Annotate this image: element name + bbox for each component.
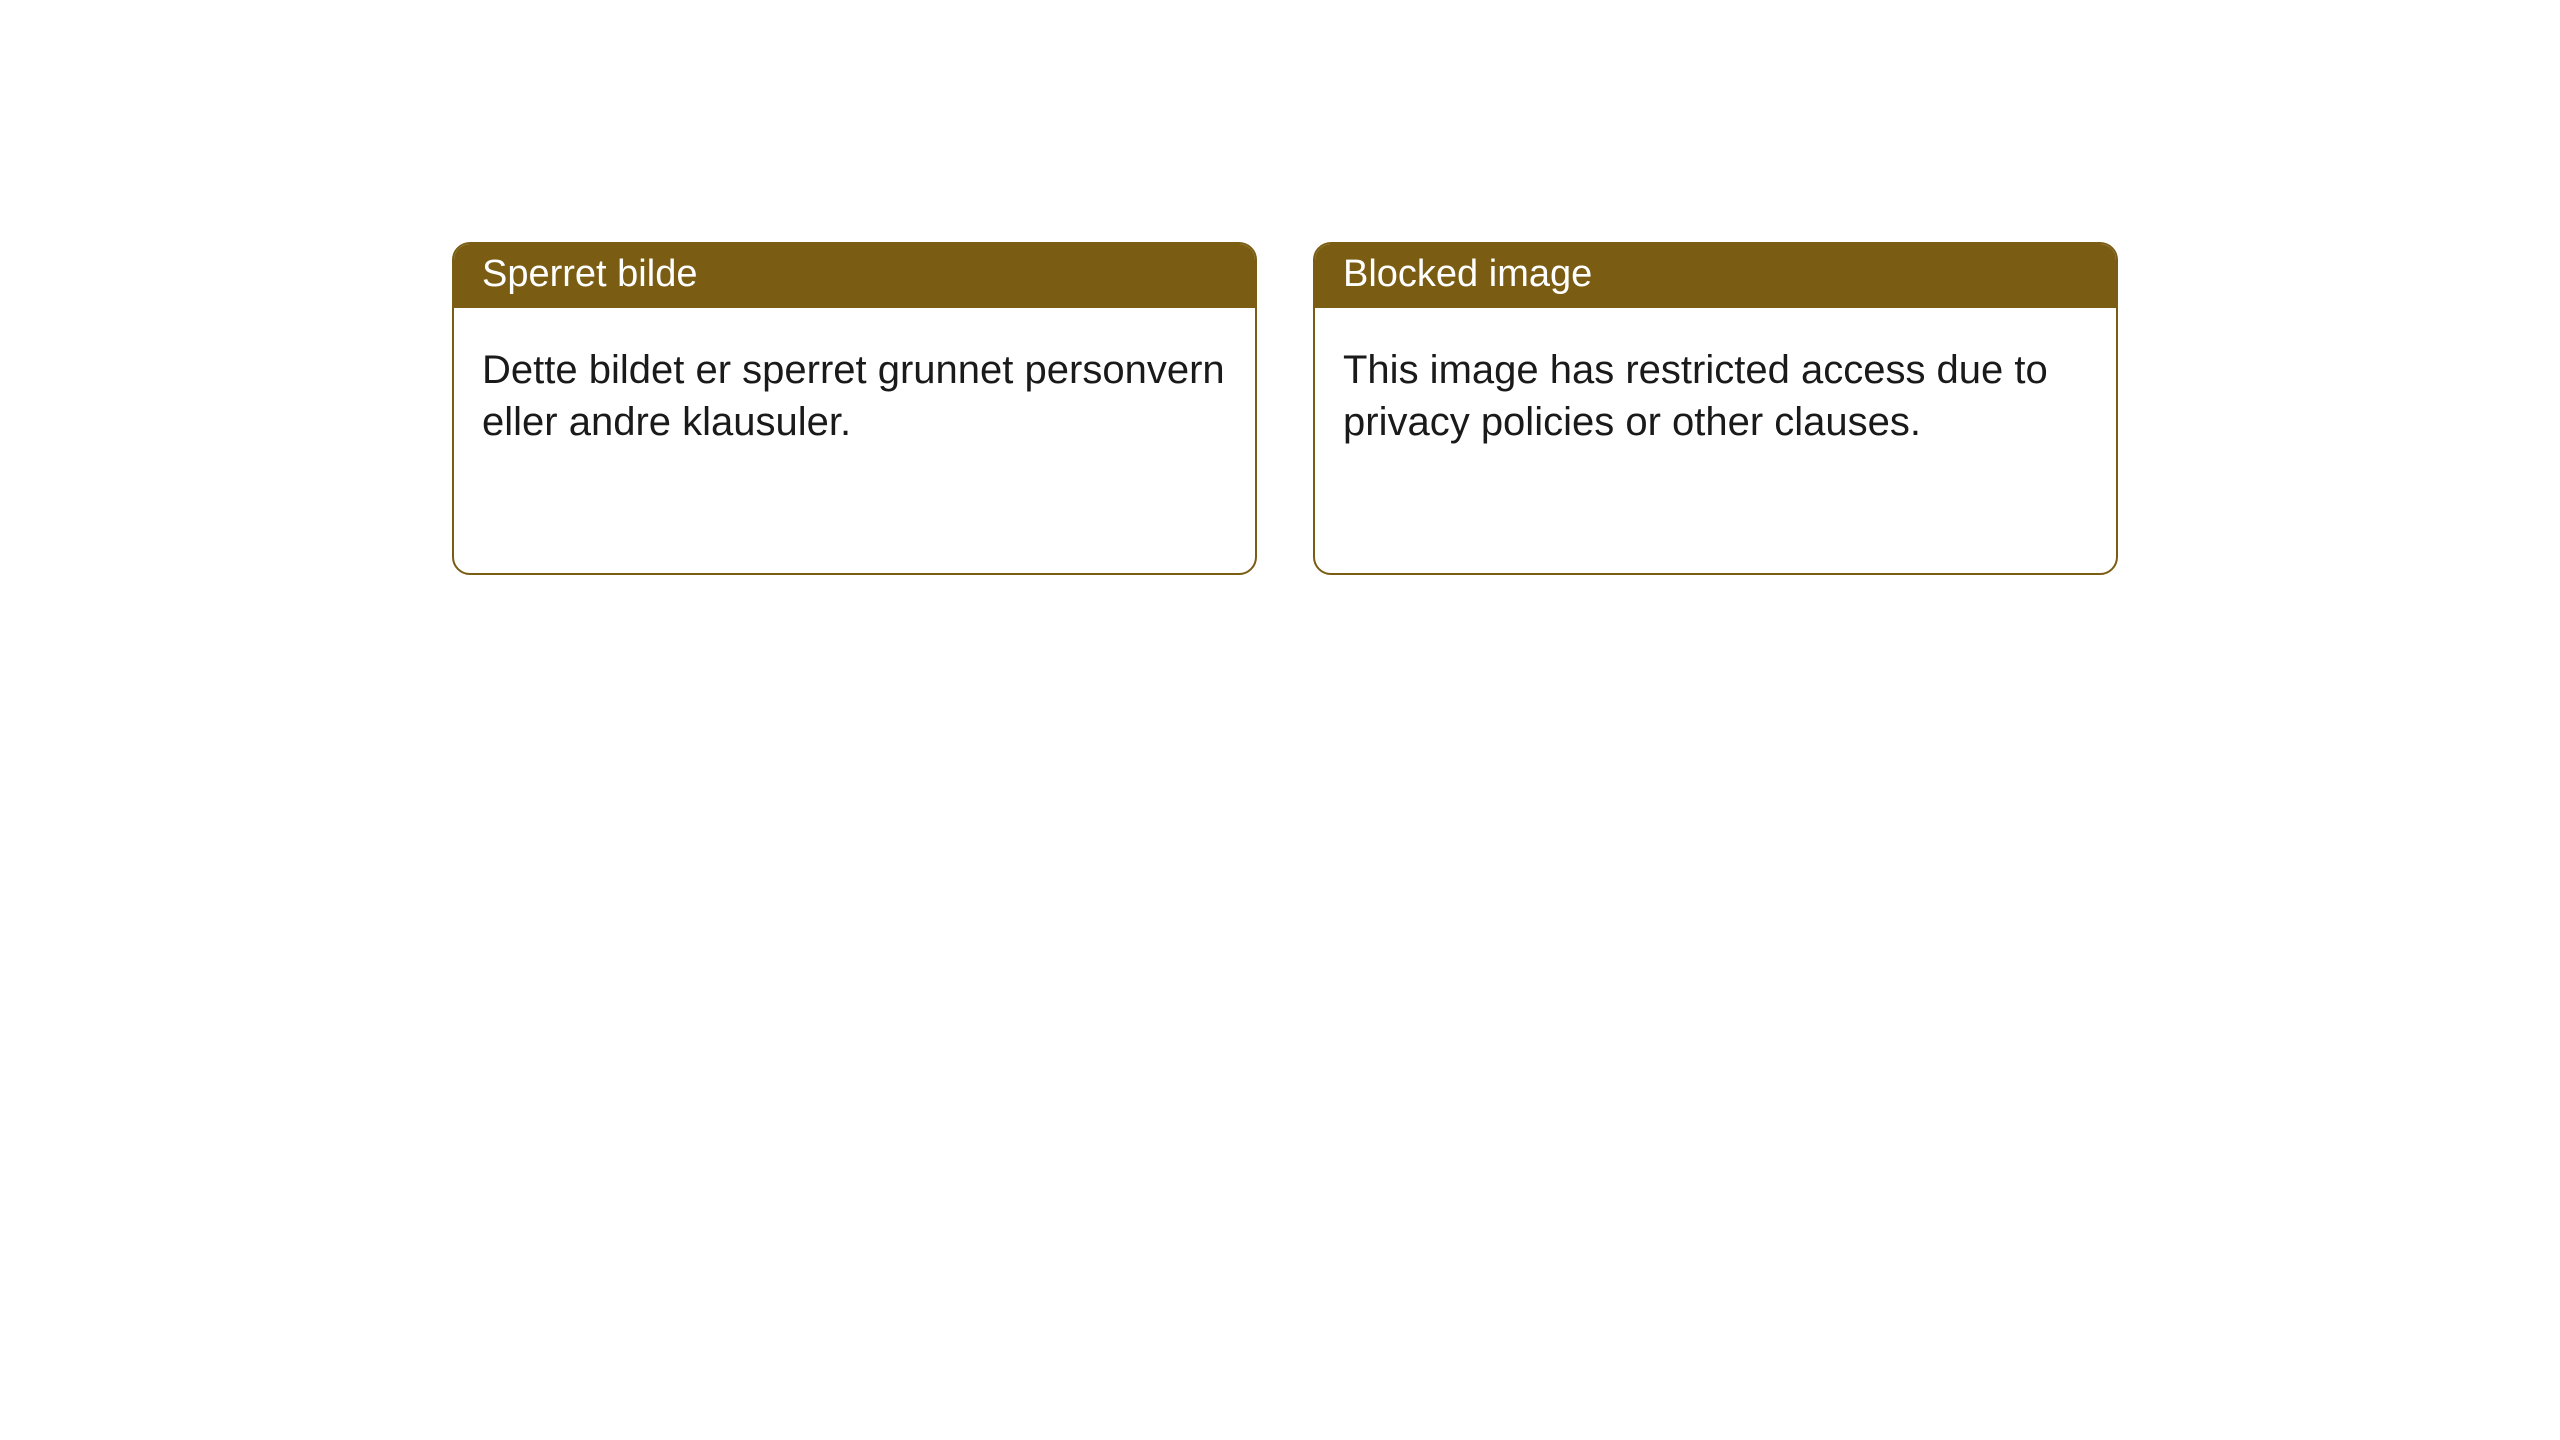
card-header: Blocked image — [1315, 244, 2116, 308]
card-body-text: This image has restricted access due to … — [1343, 348, 2048, 444]
card-body: Dette bildet er sperret grunnet personve… — [454, 308, 1255, 484]
cards-container: Sperret bilde Dette bildet er sperret gr… — [452, 242, 2560, 575]
card-title: Sperret bilde — [482, 253, 697, 295]
card-header: Sperret bilde — [454, 244, 1255, 308]
blocked-image-card-no: Sperret bilde Dette bildet er sperret gr… — [452, 242, 1257, 575]
card-body: This image has restricted access due to … — [1315, 308, 2116, 484]
blocked-image-card-en: Blocked image This image has restricted … — [1313, 242, 2118, 575]
card-title: Blocked image — [1343, 253, 1592, 295]
card-body-text: Dette bildet er sperret grunnet personve… — [482, 348, 1225, 444]
